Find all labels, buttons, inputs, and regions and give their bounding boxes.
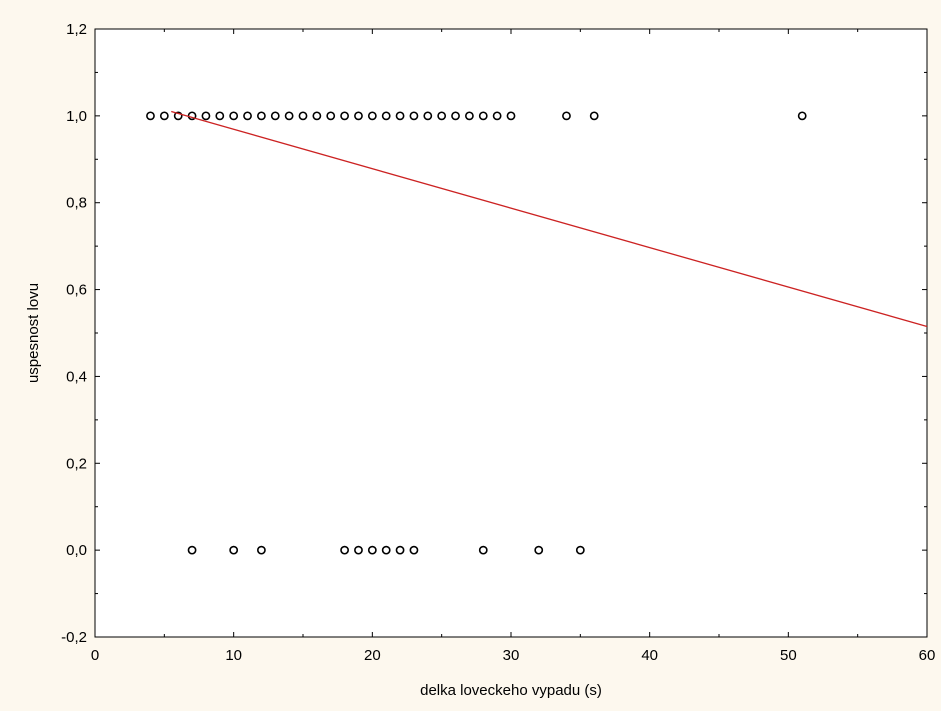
data-point <box>423 111 433 121</box>
x-tick-label: 20 <box>364 647 381 664</box>
y-tick-label: 1,2 <box>66 21 87 38</box>
data-point <box>506 111 516 121</box>
data-point <box>797 111 807 121</box>
data-point <box>243 111 252 121</box>
x-tick-label: 40 <box>641 647 658 664</box>
data-point <box>326 111 336 121</box>
data-point <box>464 111 474 121</box>
y-tick-label: 0,8 <box>66 195 87 212</box>
data-point <box>381 545 391 555</box>
data-point <box>534 545 544 555</box>
data-points <box>146 111 807 555</box>
data-point <box>395 545 405 555</box>
data-point <box>146 111 155 121</box>
data-point <box>409 545 419 555</box>
y-tick-label: -0,2 <box>61 629 87 646</box>
data-point <box>367 545 377 555</box>
x-tick-label: 0 <box>91 647 99 664</box>
y-tick-label: 0,0 <box>66 542 87 559</box>
data-point <box>284 111 294 121</box>
data-point <box>492 111 502 121</box>
data-point <box>340 111 349 121</box>
data-point <box>256 545 266 555</box>
data-point <box>575 545 585 555</box>
data-point <box>215 111 225 121</box>
x-tick-label: 50 <box>780 647 797 664</box>
data-point <box>589 111 599 121</box>
data-point <box>256 111 266 121</box>
data-point <box>409 111 419 121</box>
data-point <box>437 111 447 121</box>
data-point <box>159 111 169 121</box>
data-point <box>451 111 460 121</box>
data-point <box>201 111 211 121</box>
x-axis: 0 10 20 30 40 50 60 <box>91 29 936 664</box>
data-point <box>562 111 571 121</box>
data-point <box>340 545 349 555</box>
data-point <box>354 111 363 121</box>
y-axis-title: uspesnost lovu <box>25 283 42 383</box>
data-point <box>187 545 197 555</box>
x-axis-title: delka loveckeho vypadu (s) <box>420 682 602 699</box>
data-point <box>312 111 322 121</box>
fit-line <box>171 110 928 328</box>
y-tick-label: 0,2 <box>66 455 87 472</box>
y-tick-label: 1,0 <box>66 108 87 125</box>
plot-area <box>94 28 928 638</box>
data-point <box>478 545 488 555</box>
x-tick-label: 60 <box>919 647 936 664</box>
data-point <box>381 111 391 121</box>
data-point <box>395 111 405 121</box>
data-point <box>367 111 377 121</box>
x-tick-label: 30 <box>503 647 520 664</box>
data-point <box>173 111 183 121</box>
y-tick-label: 0,4 <box>66 368 87 385</box>
data-point <box>298 111 308 121</box>
data-point <box>354 545 363 555</box>
fit-line-group <box>171 110 928 328</box>
y-tick-label: 0,6 <box>66 282 87 299</box>
data-point <box>478 111 488 121</box>
data-point <box>270 111 280 121</box>
data-point <box>229 545 239 555</box>
y-axis: -0,2 0,0 0,2 0,4 0,6 0,8 1,0 1,2 <box>61 21 927 646</box>
x-tick-label: 10 <box>225 647 242 664</box>
data-point <box>229 111 239 121</box>
